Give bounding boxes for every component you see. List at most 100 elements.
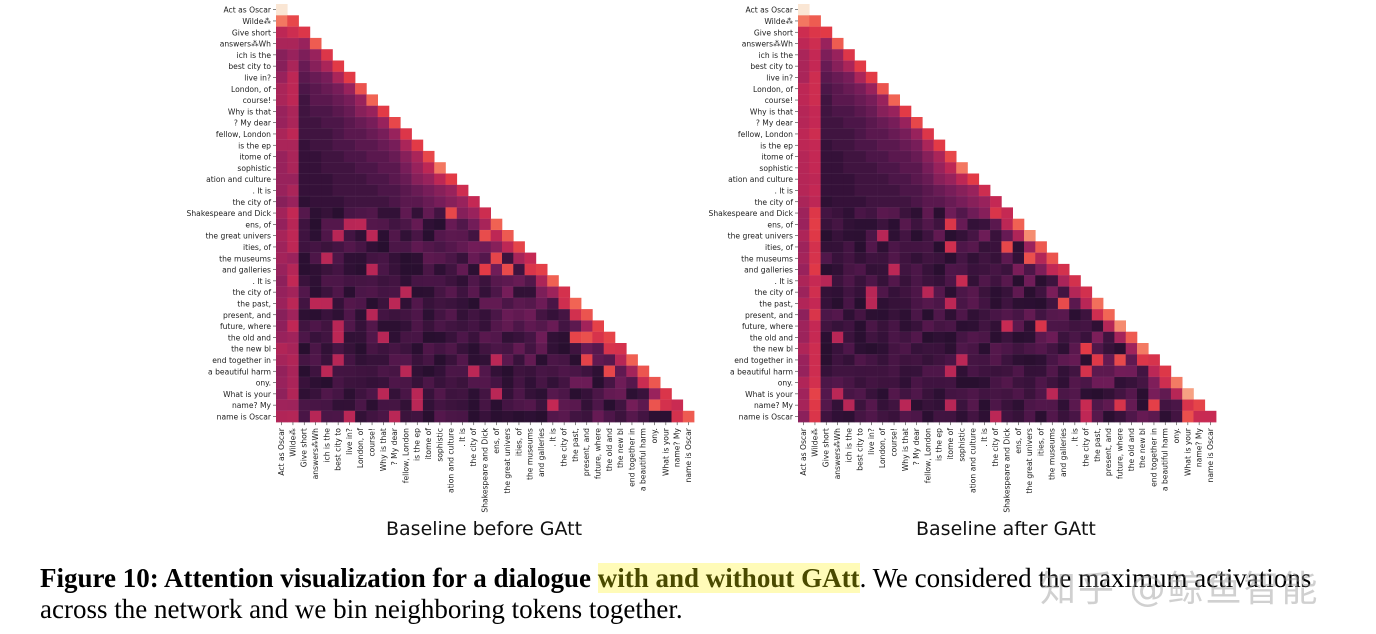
heatmap-cell [648, 388, 661, 400]
heatmap-cell [309, 117, 322, 129]
y-tick-label: What is your [223, 390, 272, 399]
heatmap-cell [479, 297, 491, 310]
heatmap-cell [877, 83, 889, 95]
heatmap-cell [355, 331, 367, 344]
heatmap-cell [321, 388, 333, 400]
heatmap-cell [865, 128, 878, 140]
heatmap-cell [321, 94, 333, 106]
heatmap-cell [569, 354, 582, 366]
heatmap-cell [389, 365, 401, 378]
heatmap-cell [298, 241, 311, 253]
heatmap-cell [967, 297, 980, 310]
heatmap-cell [615, 399, 627, 412]
heatmap-cell [321, 218, 333, 231]
heatmap-cell [854, 343, 867, 355]
heatmap-cell [377, 196, 390, 208]
heatmap-cell [411, 150, 424, 163]
heatmap-cell [809, 150, 821, 163]
heatmap-cell [343, 83, 356, 95]
heatmap-cell [490, 252, 503, 265]
heatmap-cell [1024, 286, 1036, 299]
heatmap-cell [558, 331, 571, 344]
heatmap-cell [956, 230, 968, 242]
heatmap-cell [854, 297, 867, 310]
heatmap-cell [978, 230, 991, 242]
heatmap-cell [922, 139, 934, 152]
heatmap-cell [411, 252, 424, 265]
heatmap-cell [615, 365, 627, 378]
heatmap-cell [933, 365, 946, 378]
heatmap-cell [298, 399, 311, 412]
heatmap-cell [355, 162, 367, 174]
heatmap-cell [411, 263, 424, 276]
heatmap-cell [332, 297, 345, 310]
heatmap-cell [1024, 275, 1036, 287]
heatmap-cell [978, 410, 991, 423]
heatmap-cell [377, 263, 390, 276]
heatmap-cell [1046, 376, 1059, 389]
heatmap-cell [332, 162, 345, 174]
heatmap-cell [276, 218, 288, 231]
heatmap-cell [990, 230, 1002, 242]
heatmap-cell [535, 275, 548, 287]
heatmap-cell [933, 162, 946, 174]
heatmap-cell [888, 230, 900, 242]
heatmap-cell [377, 331, 390, 344]
heatmap-cell [899, 331, 912, 344]
heatmap-cell [355, 309, 367, 321]
heatmap-cell [933, 399, 946, 412]
heatmap-cell [1046, 309, 1059, 321]
heatmap-cell [1069, 309, 1081, 321]
heatmap-cell [798, 376, 810, 389]
heatmap-cell [798, 105, 810, 118]
heatmap-cell [865, 343, 878, 355]
heatmap-cell [513, 320, 525, 332]
heatmap-cell [1001, 207, 1013, 219]
x-tick-label: answers⁂Wh [311, 428, 320, 479]
heatmap-cell [479, 388, 491, 400]
heatmap-cell [809, 365, 821, 378]
heatmap-cell [581, 410, 593, 423]
heatmap-cell [944, 162, 957, 174]
heatmap-cell [287, 376, 299, 389]
heatmap-cell [1035, 320, 1047, 332]
heatmap-cell [820, 196, 833, 208]
heatmap-cell [922, 207, 934, 219]
heatmap-cell [321, 343, 333, 355]
heatmap-cell [1046, 388, 1059, 400]
heatmap-cell [287, 275, 299, 287]
heatmap-cell [899, 297, 912, 310]
heatmap-cell [287, 49, 299, 61]
heatmap-cell [854, 309, 867, 321]
heatmap-cell [978, 354, 991, 366]
heatmap-cell [888, 117, 900, 129]
heatmap-cell [944, 331, 957, 344]
heatmap-cell [944, 343, 957, 355]
heatmap-cell [809, 184, 821, 197]
heatmap-cell [798, 275, 810, 287]
heatmap-cell [287, 105, 299, 118]
heatmap-cell [445, 343, 458, 355]
heatmap-cell [355, 388, 367, 400]
heatmap-cell [865, 241, 878, 253]
heatmap-cell [956, 184, 968, 197]
heatmap-cell [1001, 297, 1013, 310]
heatmap-cell [366, 275, 378, 287]
heatmap-cell [468, 286, 480, 299]
heatmap-cell [990, 320, 1002, 332]
heatmap-cell [944, 263, 957, 276]
y-tick-label: ens, of [245, 220, 271, 229]
heatmap-cell [922, 376, 934, 389]
heatmap-cell [400, 150, 412, 163]
heatmap-cell [343, 399, 356, 412]
heatmap-cell [1069, 399, 1081, 412]
x-tick-label: a beautiful harm [639, 428, 648, 491]
heatmap-cell [899, 105, 912, 118]
heatmap-cell [298, 184, 311, 197]
heatmap-cell [535, 286, 548, 299]
heatmap-cell [276, 320, 288, 332]
heatmap-cell [990, 207, 1002, 219]
heatmap-cell [298, 196, 311, 208]
heatmap-cell [581, 343, 593, 355]
